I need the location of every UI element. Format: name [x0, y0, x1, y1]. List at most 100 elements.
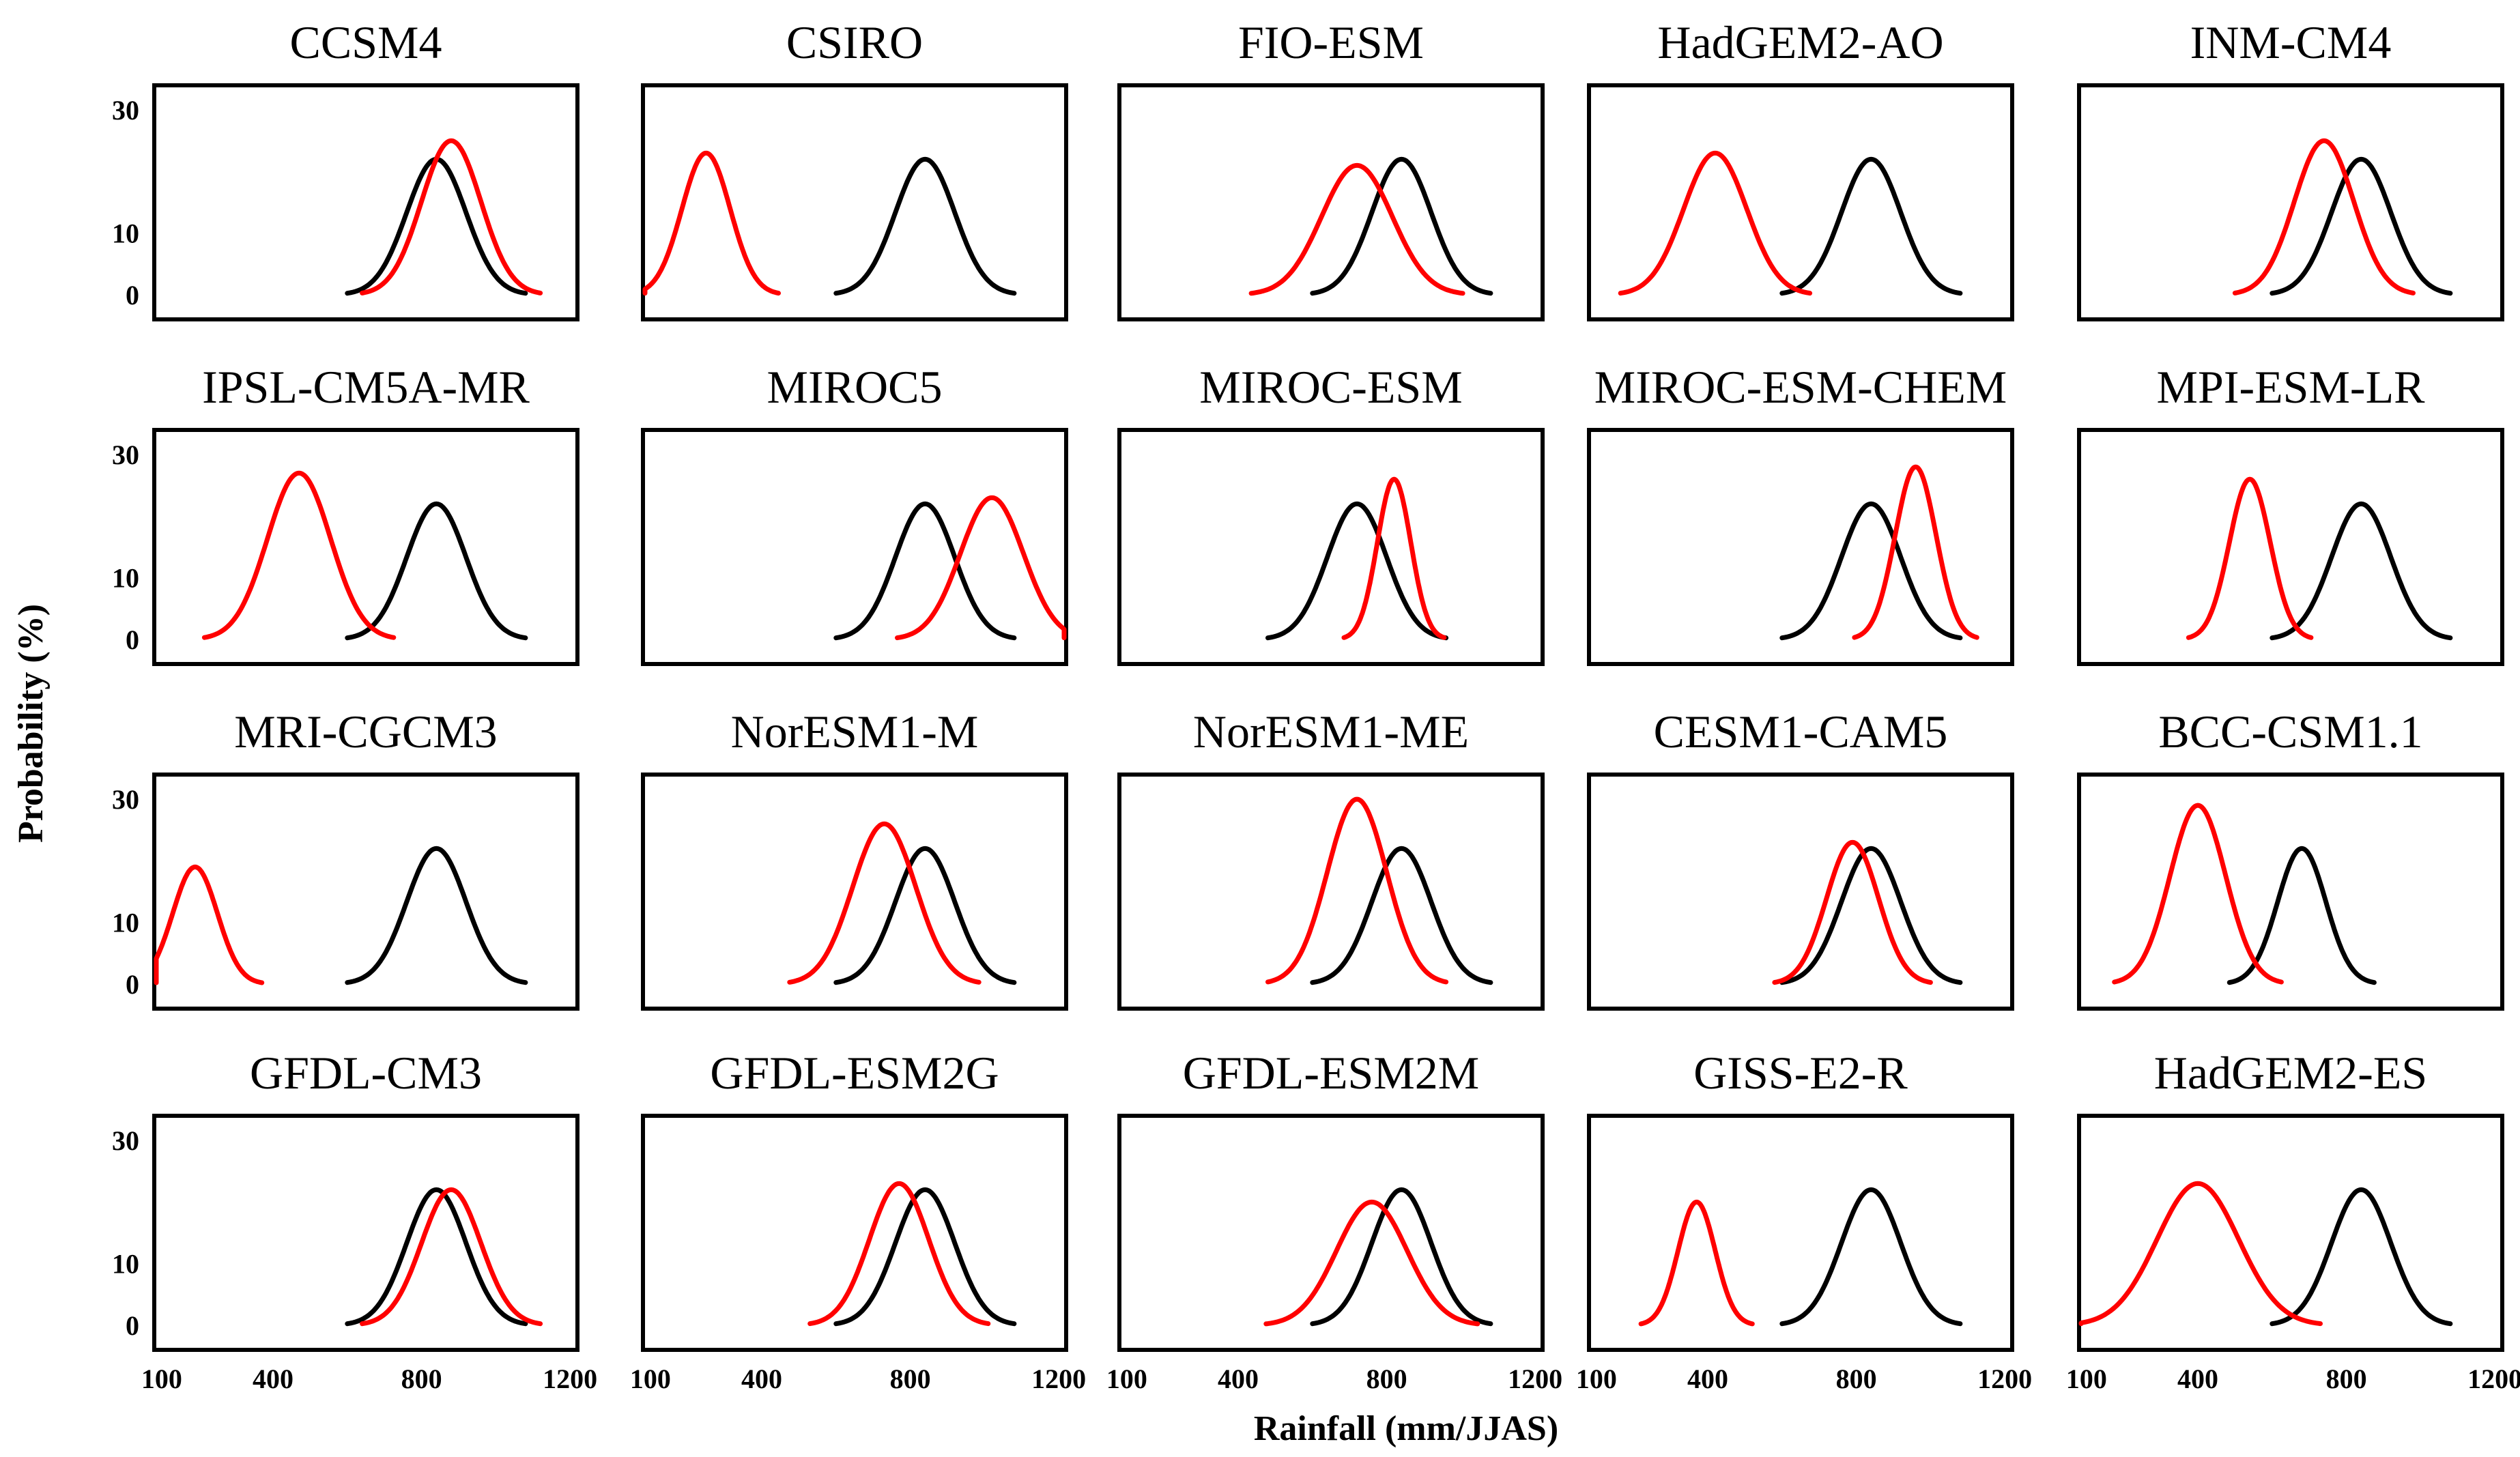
panel-title: CSIRO	[786, 16, 923, 68]
panel-hadgem2-ao: HadGEM2-AO	[1587, 16, 2014, 321]
panel-title: GFDL-ESM2M	[1183, 1047, 1480, 1099]
panel-title: MPI-ESM-LR	[2157, 361, 2426, 413]
y-tick-label: 0	[126, 1310, 139, 1341]
observed-curve	[1779, 156, 1963, 296]
panel-title: IPSL-CM5A-MR	[202, 361, 530, 413]
model-curve	[201, 470, 397, 640]
observed-curve	[1310, 156, 1493, 296]
observed-curve	[345, 156, 528, 296]
panel-mpi-esm-lr: MPI-ESM-LR	[2077, 361, 2504, 666]
observed-curve	[1310, 846, 1493, 985]
model-curve	[2186, 476, 2314, 640]
y-tick-label: 0	[126, 969, 139, 1000]
y-tick-label: 30	[112, 784, 139, 815]
x-tick-label: 100	[1106, 1364, 1147, 1394]
x-axis-label: Rainfall (mm/JJAS)	[1254, 1409, 1558, 1448]
x-tick-label: 100	[1576, 1364, 1617, 1394]
panel-title: HadGEM2-ES	[2154, 1047, 2427, 1099]
observed-curve	[1779, 846, 1963, 985]
x-tick-label: 400	[253, 1364, 293, 1394]
panel-frame	[2077, 773, 2504, 1011]
panel-frame	[1587, 83, 2014, 321]
observed-curve	[833, 846, 1017, 985]
model-curve	[1263, 1199, 1480, 1327]
model-curve	[360, 138, 543, 295]
x-tick-label: 1200	[543, 1364, 597, 1394]
panel-title: BCC-CSM1.1	[2158, 706, 2422, 758]
model-curve	[360, 1187, 543, 1327]
x-tick-label: 400	[741, 1364, 782, 1394]
panel-mri-cgcm3: MRI-CGCM3 0 10 30	[112, 706, 579, 1011]
panel-frame	[641, 1114, 1068, 1352]
y-tick-label: 0	[126, 624, 139, 655]
x-tick-label: 800	[401, 1364, 442, 1394]
x-tick-label: 800	[2326, 1364, 2367, 1394]
panel-frame	[1587, 428, 2014, 666]
panel-title: GFDL-CM3	[250, 1047, 482, 1099]
panel-frame	[641, 773, 1068, 1011]
panel-miroc-esm: MIROC-ESM	[1117, 361, 1545, 666]
panel-frame	[2077, 428, 2504, 666]
x-tick-label: 100	[630, 1364, 671, 1394]
model-curve	[807, 1181, 991, 1327]
panel-title: CCSM4	[290, 16, 442, 68]
panel-title: FIO-ESM	[1238, 16, 1424, 68]
panel-frame	[2077, 1114, 2504, 1352]
panel-frame	[2077, 83, 2504, 321]
model-curve	[1248, 162, 1465, 296]
panel-ipsl-cm5a-mr: IPSL-CM5A-MR 0 10 30	[112, 361, 579, 666]
panel-title: MIROC-ESM	[1199, 361, 1462, 413]
x-tick-label: 400	[1687, 1364, 1728, 1394]
panel-frame	[1587, 773, 2014, 1011]
panel-title: NorESM1-ME	[1193, 706, 1469, 758]
y-tick-label: 30	[112, 439, 139, 470]
panel-title: INM-CM4	[2190, 16, 2392, 68]
panel-fio-esm: FIO-ESM	[1117, 16, 1545, 321]
observed-curve	[1779, 1187, 1963, 1327]
observed-curve	[2270, 501, 2453, 641]
y-tick-label: 30	[112, 1125, 139, 1156]
panel-title: GISS-E2-R	[1693, 1047, 1908, 1099]
panel-frame	[1117, 773, 1545, 1011]
panel-title: NorESM1-M	[731, 706, 979, 758]
model-curve	[1638, 1199, 1755, 1327]
panel-title: CESM1-CAM5	[1654, 706, 1948, 758]
panel-frame	[152, 428, 579, 666]
y-tick-label: 30	[112, 95, 139, 126]
observed-curve	[345, 846, 528, 985]
panel-gfdl-esm2g: GFDL-ESM2G 100 400 800 1200	[630, 1047, 1086, 1394]
panel-title: MIROC5	[767, 361, 943, 413]
panel-title: MIROC-ESM-CHEM	[1594, 361, 2007, 413]
x-tick-label: 800	[1366, 1364, 1407, 1394]
panel-frame	[152, 83, 579, 321]
observed-curve	[833, 156, 1017, 296]
model-curve	[2112, 803, 2284, 985]
model-curve	[2078, 1181, 2323, 1327]
y-tick-label: 10	[112, 218, 139, 249]
model-curve	[1618, 150, 1813, 296]
model-curve	[1852, 464, 1979, 640]
panel-frame	[1117, 83, 1545, 321]
panel-noresm1-me: NorESM1-ME	[1117, 706, 1545, 1011]
x-tick-label: 400	[2177, 1364, 2218, 1394]
y-tick-label: 0	[126, 280, 139, 311]
model-curve	[787, 821, 982, 985]
observed-curve	[1265, 501, 1449, 641]
panel-title: MRI-CGCM3	[234, 706, 497, 758]
x-tick-label: 800	[1836, 1364, 1877, 1394]
panel-cesm1-cam5: CESM1-CAM5	[1587, 706, 2014, 1011]
panel-ccsm4: CCSM4 0 10 30	[112, 16, 579, 321]
x-tick-label: 400	[1218, 1364, 1259, 1394]
panel-miroc5: MIROC5	[641, 361, 1068, 666]
panel-frame	[1117, 1114, 1545, 1352]
x-tick-label: 1200	[1977, 1364, 2032, 1394]
panel-noresm1-m: NorESM1-M	[641, 706, 1068, 1011]
panel-frame	[1117, 428, 1545, 666]
model-curve	[1772, 839, 1933, 985]
panel-hadgem2-es: HadGEM2-ES 100 400 800 1200	[2066, 1047, 2520, 1394]
y-tick-label: 10	[112, 563, 139, 594]
x-tick-label: 1200	[1508, 1364, 1562, 1394]
panel-frame	[641, 428, 1068, 666]
panel-title: GFDL-ESM2G	[710, 1047, 999, 1099]
